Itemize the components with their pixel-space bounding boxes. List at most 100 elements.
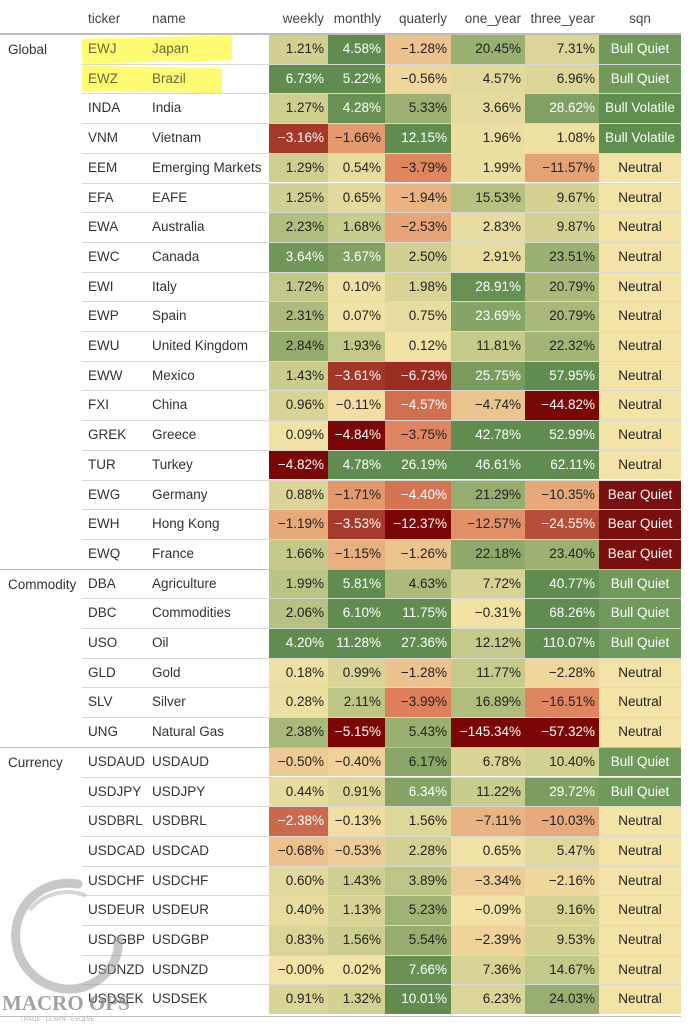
three-year-cell: 28.62% [525,94,599,124]
one-year-cell: 25.75% [451,361,525,391]
ticker-cell: USDBRL [88,813,143,829]
one-year-cell: 11.81% [451,332,525,361]
weekly-cell: 0.18% [269,658,328,688]
one-year-cell: 16.89% [451,688,525,718]
monthly-cell: 0.10% [328,272,385,302]
sqn-badge: Neutral [599,272,681,302]
quaterly-cell: −1.26% [385,539,451,569]
ticker-cell: SLV [88,694,113,710]
sqn-badge: Neutral [599,836,681,866]
monthly-cell: 1.32% [328,985,385,1015]
table-row: USDNZD USDNZD −0.00% 0.02% 7.66% 7.36% 14.67% N… [82,954,681,985]
name-cell: China [152,397,188,413]
name-cell: EAFE [152,189,188,205]
one-year-cell: 2.91% [451,242,525,272]
quaterly-cell: −1.94% [385,183,451,213]
name-cell: Vietnam [152,130,202,146]
logo-wordmark: MACRO OPS [2,991,130,1015]
name-cell: Agriculture [152,575,217,591]
ticker-cell: USDJPY [88,783,142,799]
name-cell: USDCHF [152,872,209,888]
quaterly-cell: 6.17% [385,747,451,777]
table-row: EWQ France 1.66% −1.15% −1.26% 22.18% 23.40% Be… [82,538,681,569]
one-year-cell: 11.22% [451,777,525,807]
sqn-badge: Bull Quiet [599,629,681,658]
weekly-cell: −0.00% [269,955,328,985]
sqn-badge: Bull Quiet [599,569,681,599]
table-row: USDCAD USDCAD −0.68% −0.53% 2.28% 0.65% 5.47% N… [82,835,681,866]
table-row: EWG Germany 0.88% −1.71% −4.40% 21.29% −10.35%… [82,479,681,510]
monthly-cell: 5.22% [328,64,385,94]
monthly-cell: 1.68% [328,213,385,242]
sqn-badge: Neutral [599,421,681,450]
ticker-cell: USDAUD [88,753,146,769]
weekly-cell: 3.64% [269,242,328,272]
name-cell: USDAUD [152,753,210,769]
quaterly-cell: −3.79% [385,153,451,183]
monthly-cell: 1.56% [328,926,385,955]
monthly-cell: 0.65% [328,183,385,213]
one-year-cell: 7.36% [451,955,525,985]
three-year-cell: 22.32% [525,332,599,361]
quaterly-cell: 5.54% [385,926,451,955]
monthly-cell: −1.15% [328,539,385,569]
ticker-cell: EWZ [88,70,118,86]
table-row: UNG Natural Gas 2.38% −5.15% 5.43% −145.34% −5… [82,717,681,747]
one-year-cell: 0.65% [451,836,525,866]
three-year-cell: 23.40% [525,539,599,569]
macro-ops-logo: MACRO OPS TRADE · LEARN · EVOLVE [2,878,130,1023]
table-row: FXI China 0.96% −0.11% −4.57% −4.74% −44.82% Ne… [82,390,681,421]
three-year-cell: −2.28% [525,658,599,688]
ticker-cell: EWA [88,219,119,235]
table-row: EWC Canada 3.64% 3.67% 2.50% 2.91% 23.51% Neutr… [82,241,681,272]
name-cell: Mexico [152,367,195,383]
one-year-cell: −2.39% [451,926,525,955]
three-year-cell: 9.87% [525,213,599,242]
sqn-badge: Bull Quiet [599,599,681,628]
one-year-cell: 42.78% [451,421,525,450]
sqn-badge: Bear Quiet [599,539,681,569]
three-year-cell: −24.55% [525,510,599,539]
ticker-cell: GLD [88,664,116,680]
weekly-cell: −3.16% [269,124,328,153]
ticker-cell: DBA [88,575,116,591]
column-header-sqn: sqn [629,11,651,26]
ticker-cell: EFA [88,189,114,205]
group-label-currency: Currency [0,746,82,778]
monthly-cell: 0.54% [328,153,385,183]
weekly-cell: 0.28% [269,688,328,718]
weekly-cell: 2.06% [269,599,328,628]
column-header-three-year: three_year [530,11,595,26]
group-label-commodity: Commodity [0,568,82,600]
quaterly-cell: −1.28% [385,658,451,688]
quaterly-cell: 5.43% [385,718,451,747]
sqn-badge: Neutral [599,926,681,955]
quaterly-cell: −3.99% [385,688,451,718]
column-header-weekly: weekly [282,11,324,26]
table-row: DBC Commodities 2.06% 6.10% 11.75% −0.31% 68.2… [82,598,681,628]
three-year-cell: −2.16% [525,866,599,896]
name-cell: USDCAD [152,842,210,858]
monthly-cell: −0.13% [328,807,385,836]
ticker-cell: EWW [88,367,123,383]
table-row: EWW Mexico 1.43% −3.61% −6.73% 25.75% 57.95% Ne… [82,360,681,391]
sqn-badge: Neutral [599,896,681,925]
three-year-cell: 62.11% [525,450,599,480]
weekly-cell: 0.44% [269,777,328,807]
three-year-cell: −10.03% [525,807,599,836]
weekly-cell: −1.19% [269,510,328,539]
quaterly-cell: 5.33% [385,94,451,124]
quaterly-cell: −3.75% [385,421,451,450]
name-cell: Natural Gas [152,724,225,740]
table-row: EWP Spain 2.31% 0.07% 0.75% 23.69% 20.79% Neutr… [82,301,681,331]
quaterly-cell: 2.50% [385,242,451,272]
table-row: GREK Greece 0.09% −4.84% −3.75% 42.78% 52.99% N… [82,420,681,450]
weekly-cell: −0.50% [269,747,328,777]
quaterly-cell: 7.66% [385,955,451,985]
weekly-cell: 1.27% [269,94,328,124]
header-divider [0,33,681,34]
ticker-cell: USDEUR [88,902,146,918]
weekly-cell: 2.38% [269,718,328,747]
sqn-badge: Bull Quiet [599,35,681,64]
monthly-cell: −1.66% [328,124,385,153]
